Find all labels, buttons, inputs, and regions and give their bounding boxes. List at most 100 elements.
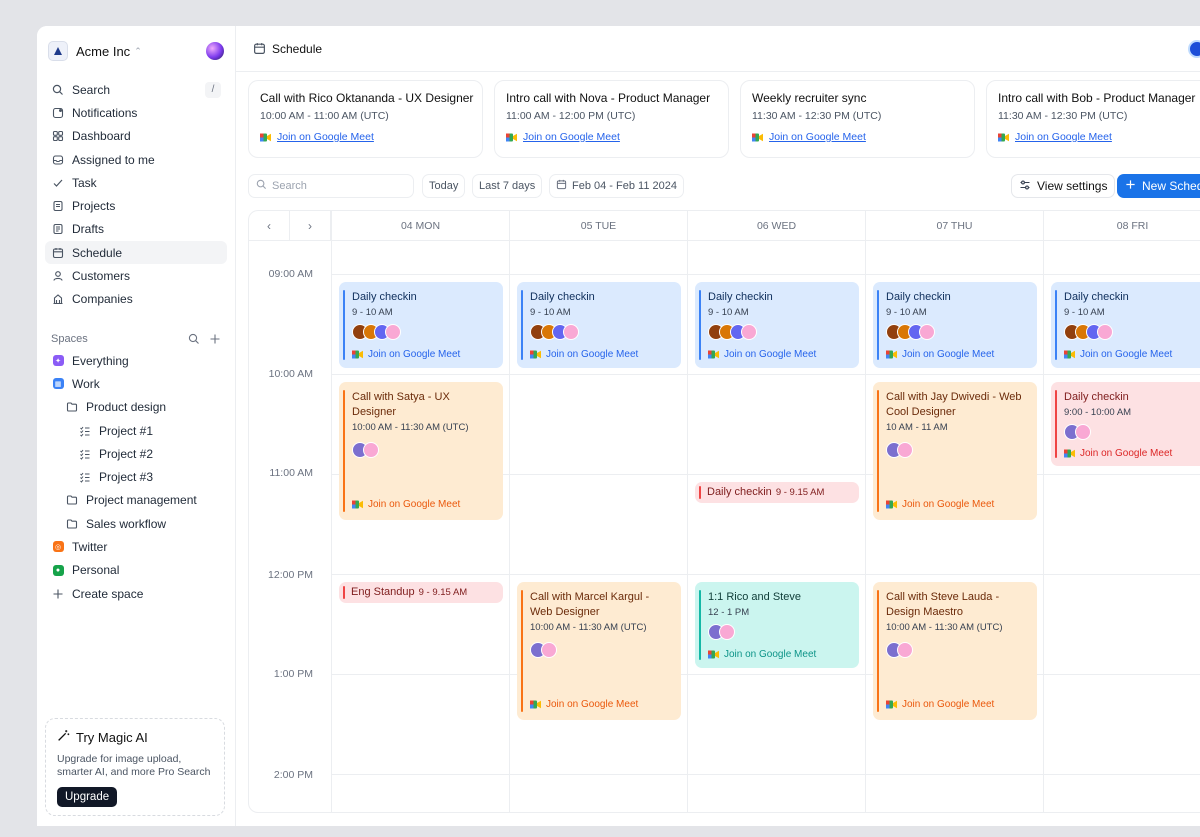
- join-meet-link[interactable]: Join on Google Meet: [506, 131, 717, 143]
- event-daily-checkin-thu[interactable]: Daily checkin 9 - 10 AM Join on Google M…: [873, 282, 1037, 368]
- sidebar-item-assigned[interactable]: Assigned to me: [45, 148, 227, 171]
- join-meet-link[interactable]: Join on Google Meet: [998, 131, 1200, 143]
- sidebar-item-schedule[interactable]: Schedule: [45, 241, 227, 265]
- new-schedule-button[interactable]: New Schedule: [1117, 174, 1200, 198]
- event-call-jay[interactable]: Call with Jay Dwivedi - Web Cool Designe…: [873, 382, 1037, 520]
- sidebar-item-label: Drafts: [72, 222, 105, 237]
- prev-week-button[interactable]: ‹: [249, 211, 290, 241]
- space-work[interactable]: ▦ Work: [45, 372, 227, 395]
- folder-product-design[interactable]: Product design: [45, 396, 227, 419]
- search-icon[interactable]: [188, 333, 200, 345]
- attendee-avatars: [1064, 324, 1200, 340]
- event-daily-checkin-tue[interactable]: Daily checkin 9 - 10 AM Join on Google M…: [517, 282, 681, 368]
- plus-icon[interactable]: [209, 333, 221, 345]
- upcoming-event-card[interactable]: Intro call with Bob - Product Manager 11…: [986, 80, 1200, 158]
- space-twitter[interactable]: ◎ Twitter: [45, 535, 227, 558]
- event-title: Eng Standup: [351, 586, 415, 598]
- upcoming-event-card[interactable]: Call with Rico Oktananda - UX Designer 1…: [248, 80, 483, 158]
- check-icon: [51, 176, 65, 190]
- sidebar-item-notifications[interactable]: Notifications: [45, 101, 227, 124]
- join-meet-link[interactable]: Join on Google Meet: [886, 349, 994, 360]
- search-input[interactable]: [272, 180, 392, 192]
- event-call-steve[interactable]: Call with Steve Lauda - Design Maestro 1…: [873, 582, 1037, 720]
- main-content: Schedule Call with Rico Oktananda - UX D…: [236, 26, 1200, 826]
- notification-icon: [51, 106, 65, 120]
- user-avatar[interactable]: [206, 42, 224, 60]
- hour-label: 1:00 PM: [273, 668, 313, 680]
- event-daily-checkin-fri-2[interactable]: Daily checkin 9:00 - 10:00 AM Join on Go…: [1051, 382, 1200, 466]
- event-daily-checkin-wed-short[interactable]: Daily checkin 9 - 9.15 AM: [695, 482, 859, 503]
- date-range-picker[interactable]: Feb 04 - Feb 11 2024: [549, 174, 684, 198]
- last-7-days-button[interactable]: Last 7 days: [472, 174, 543, 198]
- sidebar-item-customers[interactable]: Customers: [45, 264, 227, 287]
- join-meet-link[interactable]: Join on Google Meet: [886, 699, 994, 710]
- project-label: Project #2: [99, 446, 154, 461]
- google-meet-icon: [752, 133, 763, 142]
- upcoming-event-card[interactable]: Intro call with Nova - Product Manager 1…: [494, 80, 729, 158]
- spaces-header: Spaces: [45, 329, 227, 349]
- day-header-wed: 06 WED: [687, 211, 865, 241]
- sidebar-item-companies[interactable]: Companies: [45, 288, 227, 311]
- join-meet-link[interactable]: Join on Google Meet: [708, 349, 816, 360]
- event-time: 9 - 10 AM: [886, 307, 927, 318]
- event-time: 9 - 9.15 AM: [775, 487, 825, 498]
- workspace-switcher[interactable]: Acme Inc ⌃: [45, 38, 227, 64]
- sidebar-item-dashboard[interactable]: Dashboard: [45, 125, 227, 148]
- join-meet-link[interactable]: Join on Google Meet: [1064, 448, 1172, 459]
- project-3[interactable]: Project #3: [45, 465, 227, 488]
- sidebar-item-label: Search: [72, 82, 111, 97]
- join-meet-link[interactable]: Join on Google Meet: [708, 649, 816, 660]
- sidebar: Acme Inc ⌃ Search / Notifications Dashbo…: [37, 26, 236, 826]
- join-meet-link[interactable]: Join on Google Meet: [530, 349, 638, 360]
- upgrade-button[interactable]: Upgrade: [57, 787, 118, 807]
- user-avatar[interactable]: [1188, 40, 1200, 58]
- join-meet-link[interactable]: Join on Google Meet: [530, 699, 638, 710]
- google-meet-icon: [1064, 449, 1075, 458]
- today-button[interactable]: Today: [422, 174, 466, 198]
- space-everything[interactable]: ✦ Everything: [45, 349, 227, 372]
- upcoming-event-card[interactable]: Weekly recruiter sync 11:30 AM - 12:30 P…: [740, 80, 975, 158]
- create-space-button[interactable]: Create space: [45, 582, 227, 605]
- sidebar-item-task[interactable]: Task: [45, 171, 227, 194]
- sidebar-item-drafts[interactable]: Drafts: [45, 218, 227, 241]
- event-eng-standup[interactable]: Eng Standup 9 - 9.15 AM: [339, 582, 503, 603]
- space-personal[interactable]: ● Personal: [45, 559, 227, 582]
- event-daily-checkin-mon[interactable]: Daily checkin 9 - 10 AM Join on Google M…: [339, 282, 503, 368]
- folder-project-management[interactable]: Project management: [45, 489, 227, 512]
- sidebar-item-search[interactable]: Search /: [45, 78, 227, 101]
- join-meet-link[interactable]: Join on Google Meet: [352, 349, 460, 360]
- event-daily-checkin-wed[interactable]: Daily checkin 9 - 10 AM Join on Google M…: [695, 282, 859, 368]
- google-meet-icon: [998, 133, 1009, 142]
- search-box[interactable]: [248, 174, 414, 198]
- join-meet-link[interactable]: Join on Google Meet: [1064, 349, 1172, 360]
- event-daily-checkin-fri[interactable]: Daily checkin 9 - 10 AM Join on Google M…: [1051, 282, 1200, 368]
- work-icon: ▦: [52, 378, 64, 390]
- project-1[interactable]: Project #1: [45, 419, 227, 442]
- chevron-right-icon: ›: [308, 219, 312, 233]
- page-header: Schedule: [236, 26, 1200, 72]
- space-label: Twitter: [72, 539, 108, 554]
- view-settings-button[interactable]: View settings: [1011, 174, 1116, 198]
- next-week-button[interactable]: ›: [290, 211, 331, 241]
- event-time: 11:30 AM - 12:30 PM (UTC): [752, 110, 882, 122]
- magic-wand-icon: [57, 729, 70, 745]
- sidebar-item-projects[interactable]: Projects: [45, 194, 227, 217]
- grid-column-line: [687, 241, 688, 812]
- join-meet-link[interactable]: Join on Google Meet: [752, 131, 963, 143]
- project-2[interactable]: Project #2: [45, 442, 227, 465]
- event-call-marcel[interactable]: Call with Marcel Kargul - Web Designer 1…: [517, 582, 681, 720]
- event-call-satya[interactable]: Call with Satya - UX Designer 10:00 AM -…: [339, 382, 503, 520]
- join-meet-link[interactable]: Join on Google Meet: [886, 499, 994, 510]
- event-time: 10:00 AM - 11:00 AM (UTC): [260, 110, 389, 122]
- space-label: Work: [72, 376, 100, 391]
- create-space-label: Create space: [72, 586, 144, 601]
- grid-row-line: [331, 574, 1200, 575]
- event-time: 10 AM - 11 AM: [886, 422, 948, 433]
- join-meet-link[interactable]: Join on Google Meet: [260, 131, 471, 143]
- join-meet-link[interactable]: Join on Google Meet: [352, 499, 460, 510]
- chevron-updown-icon: ⌃: [134, 45, 142, 56]
- folder-sales-workflow[interactable]: Sales workflow: [45, 512, 227, 535]
- event-one-on-one-rico-steve[interactable]: 1:1 Rico and Steve 12 - 1 PM Join on Goo…: [695, 582, 859, 668]
- sidebar-item-label: Task: [72, 175, 97, 190]
- grid-column-line: [509, 241, 510, 812]
